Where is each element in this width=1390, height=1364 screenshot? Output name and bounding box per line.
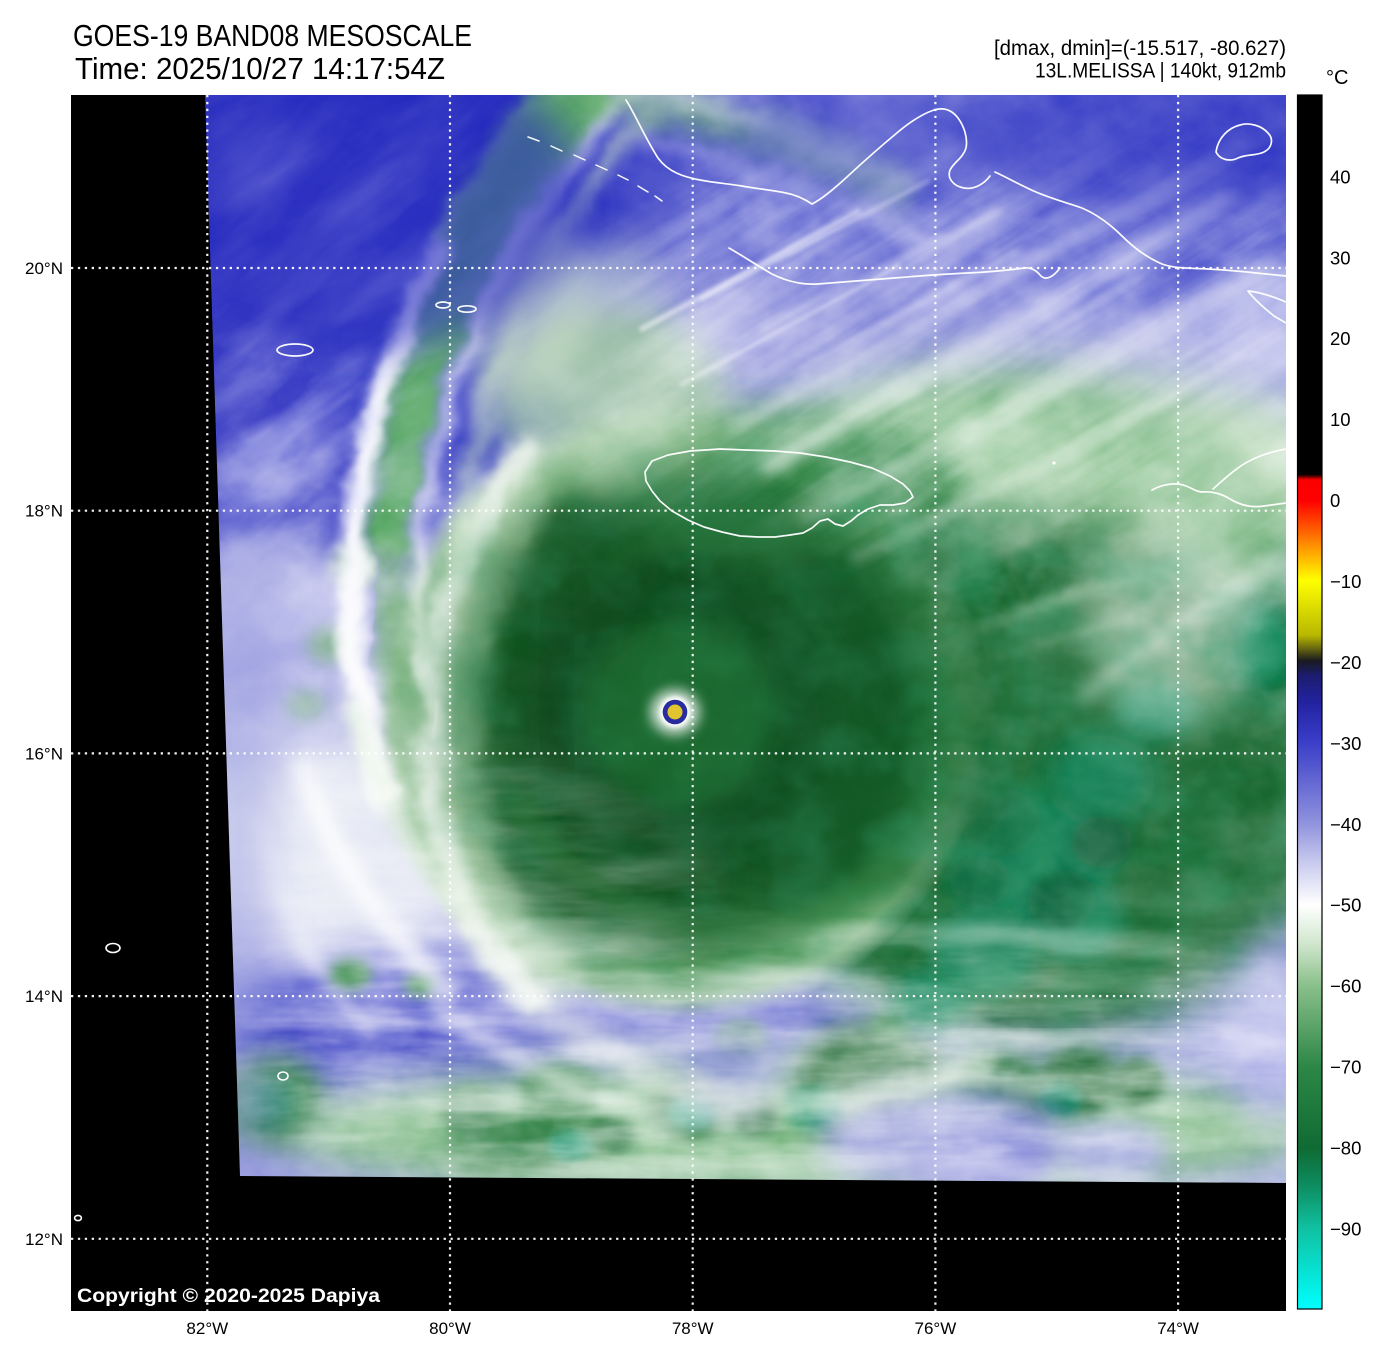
svg-text:14°N: 14°N	[25, 987, 63, 1006]
svg-text:30: 30	[1330, 247, 1351, 268]
svg-text:GOES-19 BAND08 MESOSCALE: GOES-19 BAND08 MESOSCALE	[73, 18, 472, 53]
svg-text:76°W: 76°W	[915, 1319, 957, 1338]
svg-text:78°W: 78°W	[672, 1319, 714, 1338]
svg-text:−40: −40	[1330, 814, 1361, 835]
svg-text:20°N: 20°N	[25, 259, 63, 278]
svg-text:−20: −20	[1330, 652, 1361, 673]
svg-text:−80: −80	[1330, 1137, 1361, 1158]
svg-text:10: 10	[1330, 409, 1351, 430]
svg-text:0: 0	[1330, 490, 1340, 511]
svg-text:−60: −60	[1330, 976, 1361, 997]
svg-text:40: 40	[1330, 166, 1351, 187]
svg-text:80°W: 80°W	[429, 1319, 471, 1338]
svg-text:18°N: 18°N	[25, 502, 63, 521]
svg-text:−30: −30	[1330, 733, 1361, 754]
svg-text:−90: −90	[1330, 1218, 1361, 1239]
svg-text:20: 20	[1330, 328, 1351, 349]
svg-text:16°N: 16°N	[25, 744, 63, 763]
svg-text:82°W: 82°W	[186, 1319, 228, 1338]
svg-text:12°N: 12°N	[25, 1230, 63, 1249]
svg-text:[dmax, dmin]=(-15.517, -80.627: [dmax, dmin]=(-15.517, -80.627)	[994, 36, 1286, 60]
svg-text:Time: 2025/10/27 14:17:54Z: Time: 2025/10/27 14:17:54Z	[75, 51, 445, 86]
svg-text:13L.MELISSA | 140kt, 912mb: 13L.MELISSA | 140kt, 912mb	[1035, 59, 1286, 83]
svg-text:−50: −50	[1330, 895, 1361, 916]
svg-text:−10: −10	[1330, 571, 1361, 592]
svg-text:74°W: 74°W	[1157, 1319, 1199, 1338]
svg-text:°C: °C	[1326, 67, 1348, 89]
svg-text:Copyright © 2020-2025 Dapiya: Copyright © 2020-2025 Dapiya	[77, 1285, 380, 1307]
svg-text:−70: −70	[1330, 1057, 1361, 1078]
